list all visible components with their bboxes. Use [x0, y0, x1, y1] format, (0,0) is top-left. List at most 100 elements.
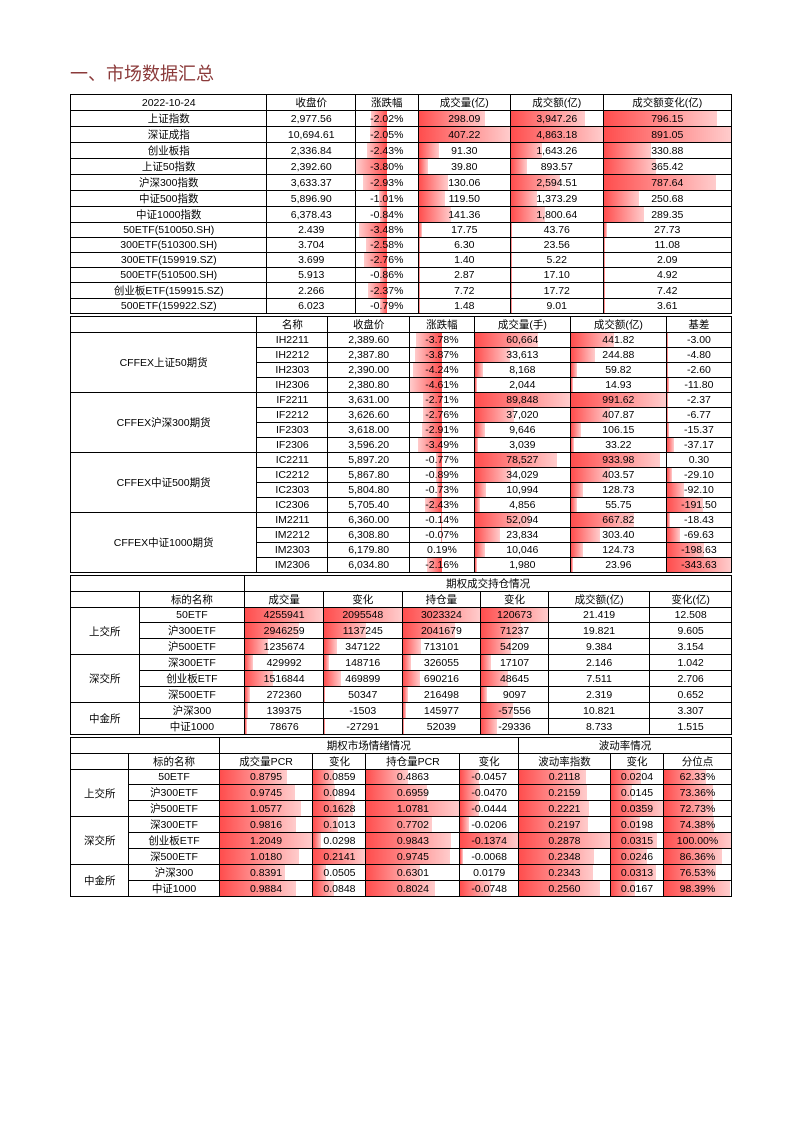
contract-name: IC2212	[257, 468, 328, 483]
data-cell: 74.38%	[663, 817, 731, 833]
data-cell: 0.0179	[460, 865, 519, 881]
data-cell: 2,390.00	[328, 363, 410, 378]
index-name: 沪深300指数	[71, 175, 267, 191]
data-cell: 3.61	[603, 299, 731, 314]
data-cell: 54209	[481, 639, 549, 655]
data-cell: 991.62	[570, 393, 666, 408]
data-cell: -191.50	[666, 498, 731, 513]
col-header: 成交额(亿)	[570, 317, 666, 333]
table-row: 深500ETF1.01800.21410.9745-0.00680.23480.…	[71, 849, 732, 865]
index-name: 创业板ETF(159915.SZ)	[71, 283, 267, 299]
underlying-name: 创业板ETF	[129, 833, 219, 849]
data-cell: 6.30	[418, 238, 510, 253]
data-cell: 10,994	[474, 483, 570, 498]
pct-change-cell: -2.93%	[356, 175, 419, 191]
contract-name: IC2211	[257, 453, 328, 468]
underlying-name: 中证1000	[139, 719, 245, 735]
data-cell: 72.73%	[663, 801, 731, 817]
data-cell: 0.8391	[219, 865, 313, 881]
pct-change-cell: -2.16%	[409, 558, 474, 573]
data-cell: 17107	[481, 655, 549, 671]
data-cell: 43.76	[511, 223, 603, 238]
contract-name: IC2303	[257, 483, 328, 498]
exchange-label: 上交所	[71, 770, 129, 817]
data-cell: -3.00	[666, 333, 731, 348]
data-cell: 1,643.26	[511, 143, 603, 159]
data-cell: 4.92	[603, 268, 731, 283]
data-cell: 60,664	[474, 333, 570, 348]
table-row: 创业板ETF(159915.SZ)2.266-2.37%7.7217.727.4…	[71, 283, 732, 299]
data-cell: 52,094	[474, 513, 570, 528]
col-header: 持仓量	[402, 592, 481, 608]
data-cell: 0.0848	[313, 881, 366, 897]
data-cell: 5,896.90	[267, 191, 356, 207]
data-cell: 71237	[481, 623, 549, 639]
data-cell: 0.2141	[313, 849, 366, 865]
pct-change-cell: -0.07%	[409, 528, 474, 543]
group-label: CFFEX上证50期货	[71, 333, 257, 393]
data-cell: 244.88	[570, 348, 666, 363]
data-cell: 2.706	[650, 671, 732, 687]
data-cell: -69.63	[666, 528, 731, 543]
underlying-name: 50ETF	[129, 770, 219, 785]
contract-name: IF2303	[257, 423, 328, 438]
data-cell: -29336	[481, 719, 549, 735]
data-cell: 6.023	[267, 299, 356, 314]
table-row: 沪300ETF0.97450.08940.6959-0.04700.21590.…	[71, 785, 732, 801]
table-row: 50ETF(510050.SH)2.439-3.48%17.7543.7627.…	[71, 223, 732, 238]
col-header: 成交量(亿)	[418, 95, 510, 111]
index-name: 300ETF(510300.SH)	[71, 238, 267, 253]
data-cell: 2095548	[323, 608, 402, 623]
data-cell: 403.57	[570, 468, 666, 483]
data-cell: 1.0781	[366, 801, 460, 817]
data-cell: 9.384	[548, 639, 649, 655]
data-cell: 250.68	[603, 191, 731, 207]
pct-change-cell: -2.43%	[409, 498, 474, 513]
data-cell: 3.699	[267, 253, 356, 268]
data-cell: 4,863.18	[511, 127, 603, 143]
data-cell: 3,596.20	[328, 438, 410, 453]
data-cell: 55.75	[570, 498, 666, 513]
pct-change-cell: -0.86%	[356, 268, 419, 283]
col-header: 成交量PCR	[219, 754, 313, 770]
data-cell: 0.6301	[366, 865, 460, 881]
data-cell: 0.0298	[313, 833, 366, 849]
data-cell: 7.42	[603, 283, 731, 299]
underlying-name: 深500ETF	[129, 849, 219, 865]
data-cell: 3.154	[650, 639, 732, 655]
col-header: 持仓量PCR	[366, 754, 460, 770]
table-row: 创业板指2,336.84-2.43%91.301,643.26330.88	[71, 143, 732, 159]
data-cell: 130.06	[418, 175, 510, 191]
data-cell: 148716	[323, 655, 402, 671]
pct-change-cell: -3.48%	[356, 223, 419, 238]
underlying-name: 沪500ETF	[139, 639, 245, 655]
data-cell: 0.9745	[219, 785, 313, 801]
data-cell: -343.63	[666, 558, 731, 573]
data-cell: 891.05	[603, 127, 731, 143]
data-cell: 3,633.37	[267, 175, 356, 191]
table-row: 深交所深300ETF0.98160.10130.7702-0.02060.219…	[71, 817, 732, 833]
data-cell: 365.42	[603, 159, 731, 175]
data-cell: 690216	[402, 671, 481, 687]
data-cell: 1,980	[474, 558, 570, 573]
data-cell: 0.30	[666, 453, 731, 468]
data-cell: 2946259	[245, 623, 324, 639]
index-name: 500ETF(510500.SH)	[71, 268, 267, 283]
data-cell: 893.57	[511, 159, 603, 175]
data-cell: 120673	[481, 608, 549, 623]
contract-name: IH2306	[257, 378, 328, 393]
pct-change-cell: -1.01%	[356, 191, 419, 207]
data-cell: 0.0246	[610, 849, 663, 865]
table-row: 深交所深300ETF429992148716326055171072.1461.…	[71, 655, 732, 671]
table-row: 中证10000.98840.08480.8024-0.07480.25600.0…	[71, 881, 732, 897]
data-cell: 3,626.60	[328, 408, 410, 423]
table-row: 上证指数2,977.56-2.02%298.093,947.26796.15	[71, 111, 732, 127]
exchange-label: 深交所	[71, 817, 129, 865]
data-cell: 145977	[402, 703, 481, 719]
data-cell: 1235674	[245, 639, 324, 655]
exchange-label: 上交所	[71, 608, 140, 655]
table-row: 中金所沪深3000.83910.05050.63010.01790.23430.…	[71, 865, 732, 881]
data-cell: 12.508	[650, 608, 732, 623]
data-cell: 9.605	[650, 623, 732, 639]
data-cell: 78,527	[474, 453, 570, 468]
